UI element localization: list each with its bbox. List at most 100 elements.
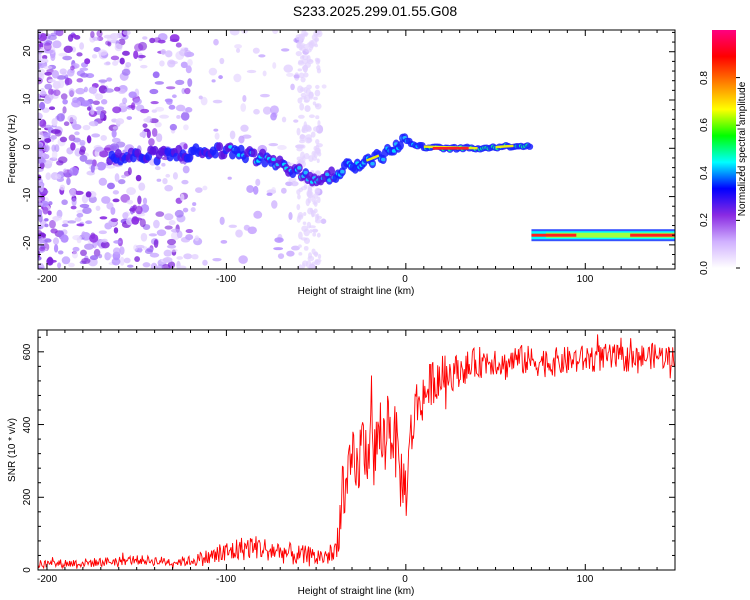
spectrogram-noise-blob [115, 118, 125, 125]
spectrogram-noise-blob [43, 42, 52, 52]
spectrogram-noise-blob [296, 127, 301, 136]
spectrogram-noise-blob [298, 244, 302, 248]
spectrogram-noise-blob [82, 124, 91, 131]
spectrogram-noise-blob [174, 209, 184, 218]
spectrogram-noise-blob [183, 143, 188, 150]
spectrogram-noise-blob [38, 157, 46, 164]
spectrogram-noise-blob [164, 184, 174, 192]
spectrogram-noise-blob [240, 124, 249, 132]
spectrogram-noise-blob [321, 84, 327, 89]
colorbar-tick-label-0: 0.0 [699, 261, 710, 275]
spectrogram-ridge-core [381, 157, 386, 162]
spectrogram-noise-blob [48, 88, 54, 96]
spectrogram-xtick-label-2: 0 [402, 274, 408, 285]
spectrogram-noise-blob [72, 97, 79, 104]
spectrogram-noise-blob [43, 144, 51, 152]
spectrogram-noise-blob [88, 120, 99, 127]
spectrogram-noise-blob [100, 241, 110, 249]
spectrogram-noise-blob [68, 262, 75, 268]
spectrogram-noise-blob [84, 58, 91, 65]
spectrogram-noise-blob [51, 69, 60, 79]
spectrogram-noise-blob [296, 215, 301, 223]
spectrogram-noise-blob [138, 182, 146, 191]
spectrogram-noise-blob [301, 127, 306, 133]
spectrogram-noise-blob [93, 47, 101, 53]
spectrogram-noise-blob [79, 139, 86, 147]
spectrogram-noise-blob [200, 96, 208, 106]
spectrogram-noise-blob [71, 251, 78, 259]
spectrogram-noise-blob [96, 161, 107, 171]
spectrogram-noise-blob [159, 60, 165, 67]
spectrogram-noise-blob [149, 88, 159, 95]
spectrogram-ridge-cell [211, 149, 219, 159]
spectrogram-noise-blob [187, 58, 193, 67]
spectrogram-noise-blob [143, 128, 150, 133]
spectrogram-noise-blob [317, 253, 322, 260]
spectrogram-ytick-label-4: 20 [22, 45, 33, 57]
spectrogram-noise-blob [70, 142, 76, 151]
spectrogram-noise-blob [140, 232, 148, 242]
spectrogram-noise-blob [311, 156, 318, 161]
spectrogram-noise-blob [84, 159, 95, 165]
spectrogram-noise-blob [155, 211, 165, 217]
spectrogram-noise-blob [138, 54, 146, 59]
spectrogram-noise-blob [240, 103, 247, 112]
spectrogram-noise-blob [218, 75, 223, 80]
spectrogram-noise-blob [165, 50, 173, 58]
carrier-band-hot-1 [531, 233, 577, 237]
spectrogram-noise-blob [277, 253, 285, 259]
spectrogram-noise-blob [96, 30, 103, 38]
spectrogram-noise-blob [163, 249, 172, 257]
spectrogram-noise-blob [298, 139, 306, 144]
spectrogram-noise-blob [88, 86, 98, 94]
spectrogram-noise-blob [112, 247, 121, 255]
spectrogram-noise-blob [42, 54, 48, 60]
spectrogram-noise-blob [182, 207, 189, 213]
spectrogram-ridge-cell [328, 166, 336, 176]
spectrogram-noise-blob [52, 237, 60, 245]
spectrogram-noise-blob [185, 65, 192, 74]
spectrogram-noise-blob [298, 44, 305, 49]
spectrogram-noise-blob [111, 257, 121, 266]
spectrogram-noise-blob [92, 100, 100, 105]
spectrogram-noise-blob [80, 249, 87, 257]
spectrogram-noise-blob [121, 174, 127, 179]
spectrogram-noise-blob [280, 48, 290, 52]
spectrogram-noise-blob [51, 118, 58, 127]
spectrogram-noise-blob [303, 153, 310, 160]
spectrogram-ridge-core [391, 149, 397, 153]
spectrogram-ridge-core [340, 169, 345, 174]
spectrogram-noise-blob [69, 166, 79, 176]
spectrogram-noise-blob [114, 173, 120, 182]
spectrogram-noise-blob [115, 141, 126, 148]
spectrogram-noise-blob [309, 229, 313, 234]
spectrogram-frame [37, 29, 676, 270]
spectrogram-noise-blob [259, 93, 270, 98]
spectrogram-noise-blob [140, 108, 150, 114]
spectrogram-noise-blob [286, 72, 294, 77]
spectrogram-noise-blob [63, 45, 73, 54]
spectrogram-noise-blob [299, 144, 306, 149]
spectrogram-noise-blob [38, 149, 44, 156]
spectrogram-noise-blob [112, 126, 119, 130]
spectrogram-noise-blob [137, 195, 142, 205]
spectrogram-noise-blob [176, 265, 187, 269]
spectrogram-noise-blob [69, 69, 75, 74]
spectrogram-noise-blob [86, 106, 92, 111]
spectrogram-noise-blob [176, 230, 183, 239]
spectrogram-ridge-cell [396, 141, 404, 151]
spectrogram-ridge-core [370, 161, 375, 166]
spectrogram-noise-blob [153, 219, 160, 229]
colorbar-gradient [712, 30, 736, 268]
spectrogram-noise-blob [303, 43, 310, 50]
spectrogram-noise-blob [290, 83, 295, 91]
spectrogram-noise-blob [95, 205, 101, 211]
spectrogram-noise-blob [168, 104, 176, 110]
spectrogram-noise-blob [48, 34, 57, 41]
spectrogram-noise-blob [303, 121, 308, 129]
spectrogram-noise-blob [107, 34, 117, 43]
spectrogram-noise-blob [63, 172, 72, 178]
spectrogram-ytick-label-3: 10 [22, 93, 33, 105]
spectrogram-noise-blob [306, 189, 312, 197]
spectrogram-noise-blob [38, 202, 44, 207]
